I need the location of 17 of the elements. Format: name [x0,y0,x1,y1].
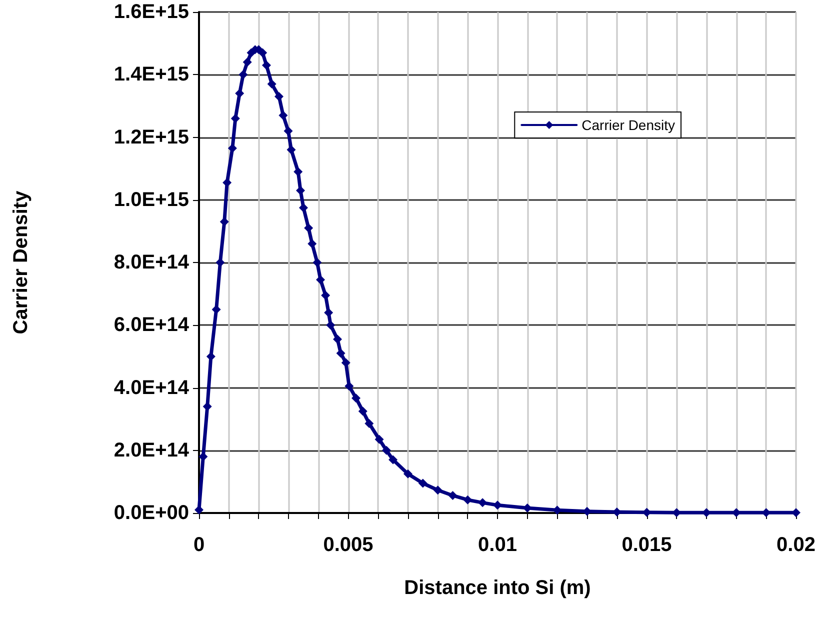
y-tick-label: 0.0E+00 [114,502,189,524]
y-tick-label: 1.6E+15 [114,1,189,23]
y-tick-label: 1.2E+15 [114,126,189,148]
y-axis-title: Carrier Density [10,190,32,334]
legend-label: Carrier Density [582,117,676,133]
x-tick-label: 0.005 [323,534,374,556]
y-tick-label: 1.0E+15 [114,188,189,211]
x-tick-label: 0.01 [478,534,517,556]
x-tick-label: 0 [193,534,205,556]
x-axis-title: Distance into Si (m) [404,577,591,599]
y-tick-label: 8.0E+14 [114,252,190,274]
y-tick-label: 4.0E+14 [114,376,190,399]
x-tick-label: 0.02 [776,534,816,556]
y-tick-label: 1.4E+15 [114,64,189,86]
y-tick-label: 6.0E+14 [114,314,190,336]
y-tick-label: 2.0E+14 [114,439,190,462]
x-tick-label: 0.015 [622,534,672,556]
